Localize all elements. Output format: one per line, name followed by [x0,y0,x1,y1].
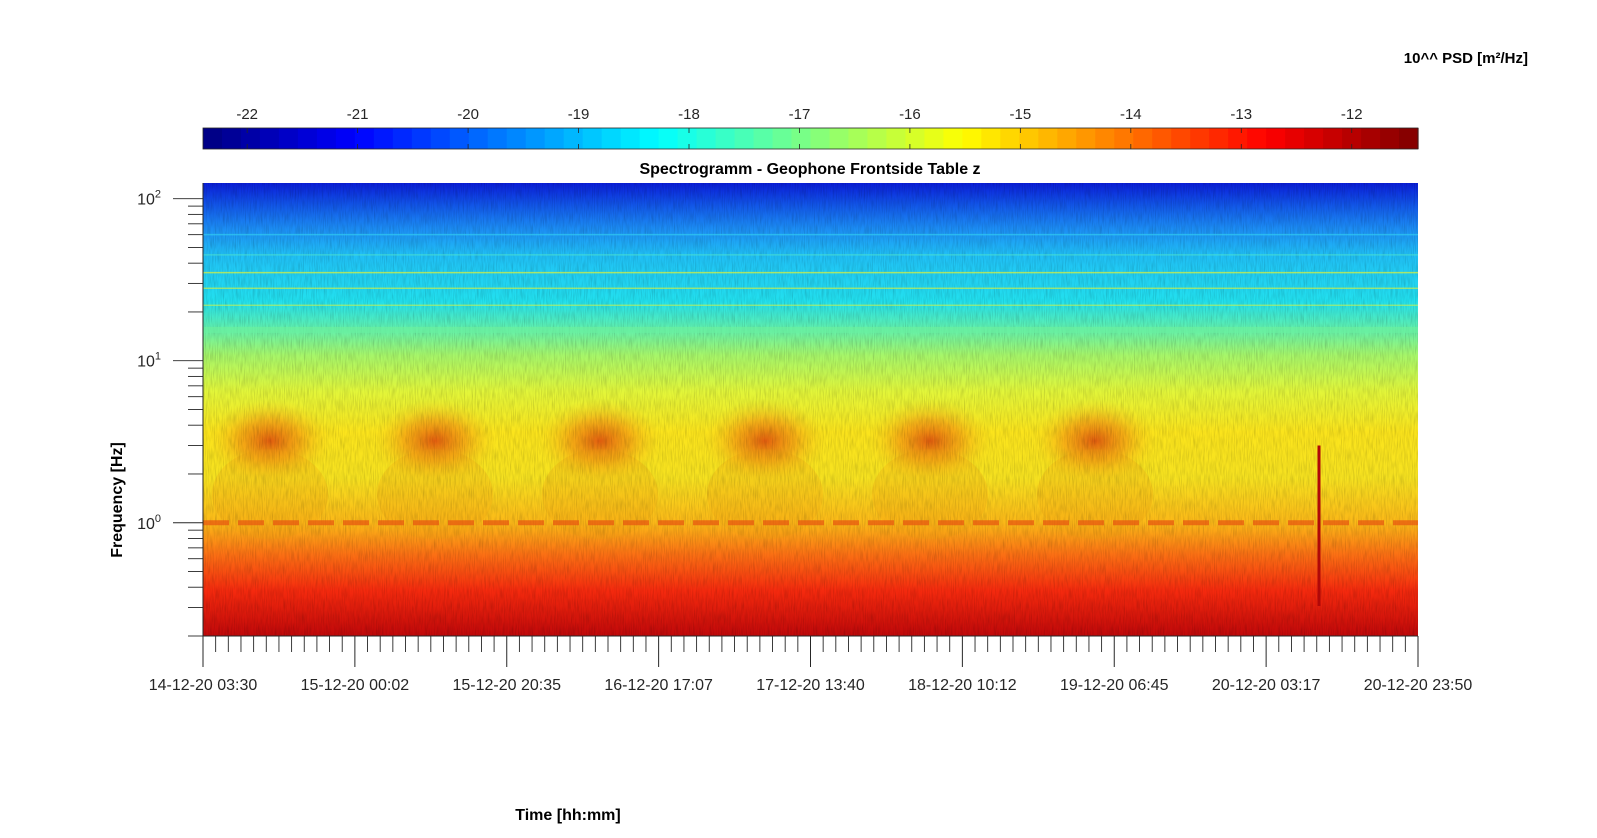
colorbar-cell [867,128,888,149]
y-tick-label: 101 [137,351,161,371]
colorbar-cell [1399,128,1419,149]
colorbar-cell [924,128,944,149]
colorbar-cell [1057,128,1077,149]
colorbar-cell [1266,128,1286,149]
colorbar-tick-label: -15 [1010,106,1032,123]
colorbar-cell [1133,128,1153,149]
x-tick-label: 19-12-20 06:45 [1060,677,1169,694]
colorbar-cell [563,128,584,149]
colorbar-cell [1380,128,1400,149]
colorbar-tick-label: -14 [1120,106,1142,123]
spectrogram-image [203,183,1418,636]
colorbar-cell [468,128,489,149]
colorbar-cell [487,128,508,149]
colorbar-cell [392,128,413,149]
colorbar-cell [544,128,565,149]
colorbar-cell [335,128,356,149]
colorbar-cell [1076,128,1096,149]
colorbar-cell [772,128,793,149]
colorbar-cell [658,128,679,149]
colorbar-tick-label: -20 [457,106,479,123]
colorbar-cell [1095,128,1115,149]
colorbar-cell [525,128,546,149]
colorbar-cell [753,128,774,149]
y-tick-label: 102 [137,189,161,209]
colorbar-cell [848,128,869,149]
colorbar-cell [791,128,812,149]
colorbar: -22 -21 -20 -19 -18 -17 -16 -15 -14 -13 -12 10^^ P… [202,50,1528,150]
colorbar-cell [943,128,963,149]
x-tick-label: 20-12-20 23:50 [1364,677,1473,694]
colorbar-cell [1342,128,1362,149]
colorbar-cell [1190,128,1210,149]
x-tick-label: 20-12-20 03:17 [1212,677,1321,694]
colorbar-cell [886,128,907,149]
colorbar-cell [1209,128,1229,149]
y-tick-label: 100 [137,513,161,533]
colorbar-cell [1361,128,1381,149]
colorbar-cell [411,128,432,149]
colorbar-cell [1247,128,1267,149]
colorbar-cell [1152,128,1172,149]
colorbar-tick-label: -17 [789,106,811,123]
colorbar-tick-label: -12 [1341,106,1363,123]
colorbar-cell [810,128,831,149]
colorbar-cell [905,128,926,149]
y-axis-label: Frequency [Hz] [109,442,126,558]
colorbar-cell [601,128,622,149]
colorbar-cell [962,128,982,149]
colorbar-cell [620,128,641,149]
colorbar-cell [981,128,1001,149]
colorbar-cell [506,128,527,149]
colorbar-cell [449,128,470,149]
colorbar-cell [240,128,261,149]
colorbar-tick-label: -18 [678,106,700,123]
colorbar-cell [696,128,717,149]
colorbar-cell [1019,128,1039,149]
colorbar-cell [1114,128,1134,149]
x-tick-label: 18-12-20 10:12 [908,677,1017,694]
colorbar-cell [354,128,375,149]
colorbar-cell [829,128,850,149]
colorbar-cell [677,128,698,149]
colorbar-cell [430,128,451,149]
chart-title: Spectrogramm - Geophone Frontside Table … [639,161,980,178]
colorbar-tick-label: -13 [1230,106,1252,123]
colorbar-cell [297,128,318,149]
x-axis: 14-12-20 03:30 15-12-20 00:02 15-12-20 20:… [149,635,1473,824]
colorbar-tick-label: -21 [347,106,369,123]
colorbar-cell [259,128,280,149]
colorbar-cell [1228,128,1248,149]
colorbar-cell [639,128,660,149]
colorbar-cell [1304,128,1324,149]
x-tick-label: 15-12-20 00:02 [301,677,410,694]
x-tick-label: 16-12-20 17:07 [604,677,713,694]
colorbar-tick-label: -16 [899,106,921,123]
colorbar-cell [373,128,394,149]
colorbar-cell [1323,128,1343,149]
x-tick-label: 17-12-20 13:40 [756,677,865,694]
x-tick-label: 15-12-20 20:35 [452,677,561,694]
colorbar-cell [278,128,299,149]
colorbar-cell [221,128,242,149]
colorbar-tick-label: -19 [568,106,590,123]
colorbar-cell [1038,128,1058,149]
colorbar-cell [715,128,736,149]
x-axis-label: Time [hh:mm] [515,807,620,824]
colorbar-cell [1171,128,1191,149]
colorbar-cell [203,128,223,149]
colorbar-label: 10^^ PSD [m²/Hz] [1404,50,1528,67]
colorbar-cell [734,128,755,149]
colorbar-cell [582,128,603,149]
colorbar-cell [316,128,337,149]
colorbar-tick-label: -22 [236,106,258,123]
x-tick-label: 14-12-20 03:30 [149,677,258,694]
y-axis: 100 101 102 Frequency [Hz] [109,183,204,637]
colorbar-cell [1000,128,1020,149]
colorbar-cell [1285,128,1305,149]
